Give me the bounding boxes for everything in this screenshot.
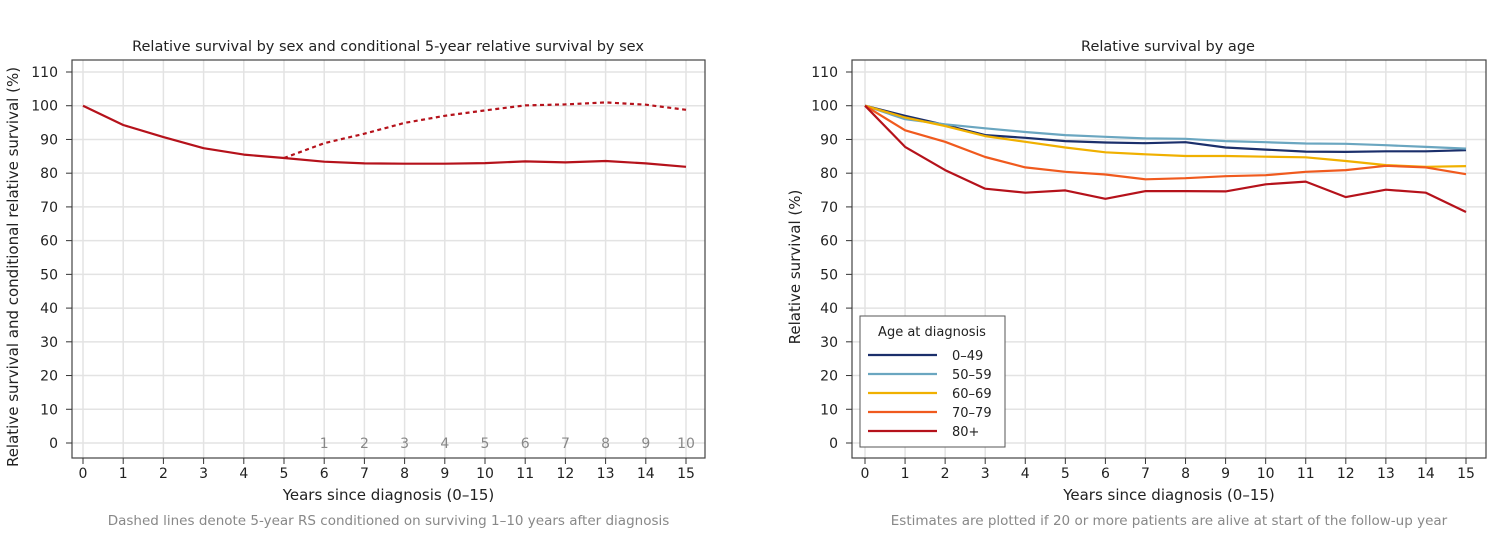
legend: Age at diagnosis 0–49 50–59 60–69 70–79 80+ [859, 315, 1006, 448]
conditional-year-label: 3 [400, 436, 409, 452]
legend-label: 60–69 [952, 387, 992, 402]
y-axis-label: Relative survival (%) [786, 190, 804, 345]
y-tick-label: 80 [40, 166, 58, 182]
x-tick-label: 6 [320, 466, 329, 482]
y-tick-label: 20 [40, 369, 58, 385]
y-tick-label: 40 [40, 301, 58, 317]
x-axis-label: Years since diagnosis (0–15) [282, 486, 495, 504]
x-tick-label: 3 [199, 466, 208, 482]
chart-panel-2: 0 1 2 3 4 5 6 7 8 9 10 11 12 13 14 15010203040506070809… [786, 39, 1487, 529]
x-tick-label: 13 [597, 466, 615, 482]
conditional-year-label: 2 [360, 436, 369, 452]
y-tick-label: 10 [820, 402, 838, 418]
y-tick-label: 30 [40, 335, 58, 351]
chart-title: Relative survival by sex and conditional… [132, 39, 644, 55]
conditional-year-label: 4 [440, 436, 449, 452]
series-line-dashed [283, 101, 687, 160]
y-tick-label: 0 [49, 436, 58, 452]
legend-title: Age at diagnosis [878, 325, 986, 340]
legend-box [859, 315, 1006, 448]
x-tick-label: 8 [1181, 466, 1190, 482]
series-line-70-79 [864, 104, 1467, 181]
y-tick-label: 110 [811, 65, 838, 81]
x-tick-label: 1 [901, 466, 910, 482]
y-tick-label: 100 [31, 99, 58, 115]
x-tick-label: 7 [360, 466, 369, 482]
x-tick-label: 2 [159, 466, 168, 482]
y-tick-label: 50 [40, 267, 58, 283]
x-tick-label: 5 [1061, 466, 1070, 482]
series-line-80+ [864, 104, 1467, 213]
x-tick-label: 4 [239, 466, 248, 482]
x-tick-label: 9 [1221, 466, 1230, 482]
y-tick-label: 70 [40, 200, 58, 216]
conditional-year-label: 7 [561, 436, 570, 452]
x-tick-label: 9 [440, 466, 449, 482]
chart-note: Dashed lines denote 5-year RS conditione… [108, 513, 670, 529]
y-tick-label: 20 [820, 369, 838, 385]
series-line-60-69 [864, 104, 1467, 168]
legend-label: 70–79 [952, 406, 992, 421]
x-tick-label: 10 [1257, 466, 1275, 482]
y-tick-label: 10 [40, 402, 58, 418]
y-tick-label: 50 [820, 267, 838, 283]
y-tick-label: 100 [811, 99, 838, 115]
x-tick-label: 0 [861, 466, 870, 482]
x-tick-label: 5 [280, 466, 289, 482]
y-tick-label: 80 [820, 166, 838, 182]
x-tick-label: 12 [1337, 466, 1355, 482]
chart-panel-1: 0 1 2 3 4 5 6 7 8 9 10 11 12 13 14 15010203040506070809… [4, 39, 706, 529]
series-line-solid [82, 104, 687, 168]
x-tick-label: 0 [79, 466, 88, 482]
x-tick-label: 6 [1101, 466, 1110, 482]
plot-frame [851, 59, 1487, 459]
plot-frame [71, 59, 706, 459]
x-axis-label: Years since diagnosis (0–15) [1062, 486, 1275, 504]
y-tick-label: 70 [820, 200, 838, 216]
y-tick-label: 110 [31, 65, 58, 81]
legend-label: 80+ [952, 425, 979, 440]
x-tick-label: 12 [556, 466, 574, 482]
y-tick-label: 40 [820, 301, 838, 317]
y-axis-label: Relative survival and conditional relati… [4, 67, 22, 467]
y-tick-label: 60 [40, 234, 58, 250]
x-tick-label: 13 [1377, 466, 1395, 482]
x-tick-label: 15 [677, 466, 695, 482]
x-tick-label: 7 [1141, 466, 1150, 482]
conditional-year-label: 5 [481, 436, 490, 452]
y-tick-label: 30 [820, 335, 838, 351]
y-tick-label: 0 [829, 436, 838, 452]
x-tick-label: 1 [119, 466, 128, 482]
x-tick-label: 8 [400, 466, 409, 482]
y-tick-label: 60 [820, 234, 838, 250]
conditional-year-label: 8 [601, 436, 610, 452]
x-tick-label: 10 [476, 466, 494, 482]
conditional-year-label: 6 [521, 436, 530, 452]
series-line-50-59 [864, 104, 1467, 150]
y-tick-label: 90 [40, 132, 58, 148]
legend-label: 50–59 [952, 368, 992, 383]
x-tick-label: 4 [1021, 466, 1030, 482]
x-tick-label: 11 [516, 466, 534, 482]
x-tick-label: 15 [1457, 466, 1475, 482]
legend-label: 0–49 [952, 349, 983, 364]
x-tick-label: 3 [981, 466, 990, 482]
x-tick-label: 14 [637, 466, 655, 482]
y-tick-label: 90 [820, 132, 838, 148]
conditional-year-label: 9 [641, 436, 650, 452]
x-tick-label: 14 [1417, 466, 1435, 482]
conditional-year-label: 1 [320, 436, 329, 452]
x-tick-label: 11 [1297, 466, 1315, 482]
chart-title: Relative survival by age [1081, 39, 1255, 55]
chart-note: Estimates are plotted if 20 or more pati… [891, 513, 1448, 529]
x-tick-label: 2 [941, 466, 950, 482]
conditional-year-label: 10 [677, 436, 695, 452]
